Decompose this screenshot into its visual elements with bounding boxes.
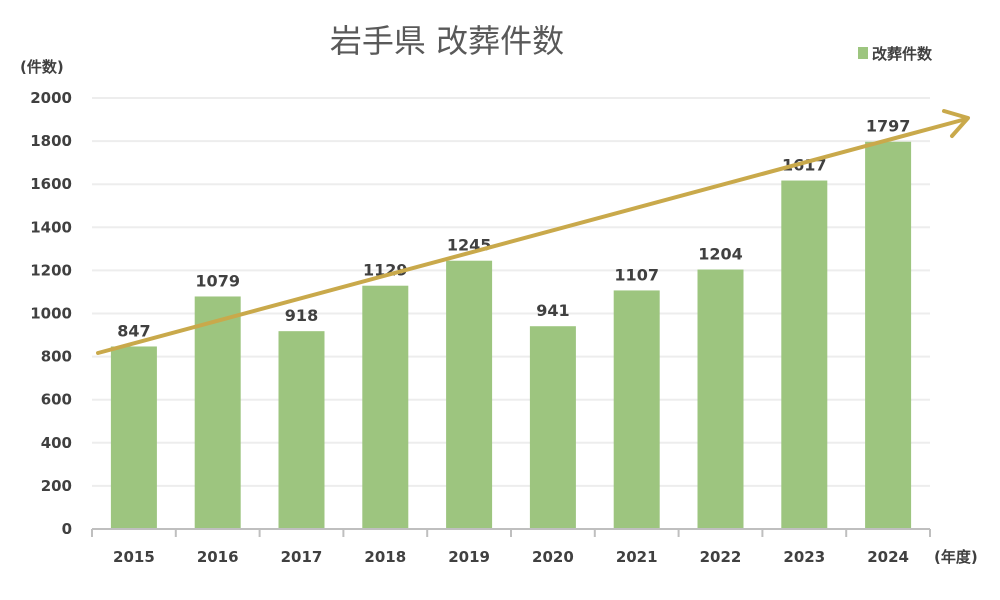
chart-title: 岩手県 改葬件数: [330, 22, 564, 60]
data-label: 941: [536, 301, 569, 320]
y-tick-label: 800: [41, 348, 72, 366]
trend-arrowhead: [942, 109, 970, 138]
data-label: 1129: [363, 261, 408, 280]
y-tick-label: 1800: [30, 132, 72, 150]
bar-2020: [529, 326, 576, 529]
y-tick-label: 1400: [30, 218, 72, 236]
y-tick-label: 1000: [30, 305, 72, 323]
data-label: 847: [117, 321, 150, 340]
bar-2023: [781, 180, 828, 529]
y-tick-label: 0: [62, 520, 72, 538]
x-tick-label: 2023: [783, 548, 825, 566]
data-label: 1797: [866, 117, 911, 136]
data-label: 1107: [614, 265, 659, 284]
x-tick-label: 2024: [867, 548, 909, 566]
y-tick-label: 400: [41, 434, 72, 452]
legend: 改葬件数: [858, 45, 933, 63]
trend-arrow: [96, 117, 968, 355]
y-tick-label: 1600: [30, 175, 72, 193]
bar-2018: [362, 285, 409, 529]
x-tick-label: 2019: [448, 548, 490, 566]
y-axis-label: (件数): [20, 58, 64, 76]
x-tick-label: 2021: [616, 548, 658, 566]
x-tick-label: 2016: [197, 548, 239, 566]
x-tick-label: 2015: [113, 548, 155, 566]
legend-label: 改葬件数: [872, 45, 933, 63]
x-axis-label: (年度): [934, 548, 978, 566]
bar-2015: [110, 346, 157, 529]
bar-2019: [446, 260, 493, 529]
x-tick-label: 2022: [700, 548, 742, 566]
x-tick-label: 2018: [364, 548, 406, 566]
data-label: 918: [285, 306, 318, 325]
bar-2017: [278, 331, 325, 529]
x-tick-label: 2017: [281, 548, 323, 566]
legend-swatch: [858, 47, 868, 59]
y-tick-label: 1200: [30, 261, 72, 279]
y-tick-label: 600: [41, 391, 72, 409]
bar-2021: [613, 290, 660, 529]
data-label: 1079: [195, 271, 240, 290]
y-tick-label: 2000: [30, 89, 72, 107]
bar-2022: [697, 269, 744, 529]
data-label: 1204: [698, 245, 743, 264]
y-tick-label: 200: [41, 477, 72, 495]
bar-2016: [194, 296, 241, 529]
bar-2024: [865, 141, 912, 529]
x-tick-label: 2020: [532, 548, 574, 566]
